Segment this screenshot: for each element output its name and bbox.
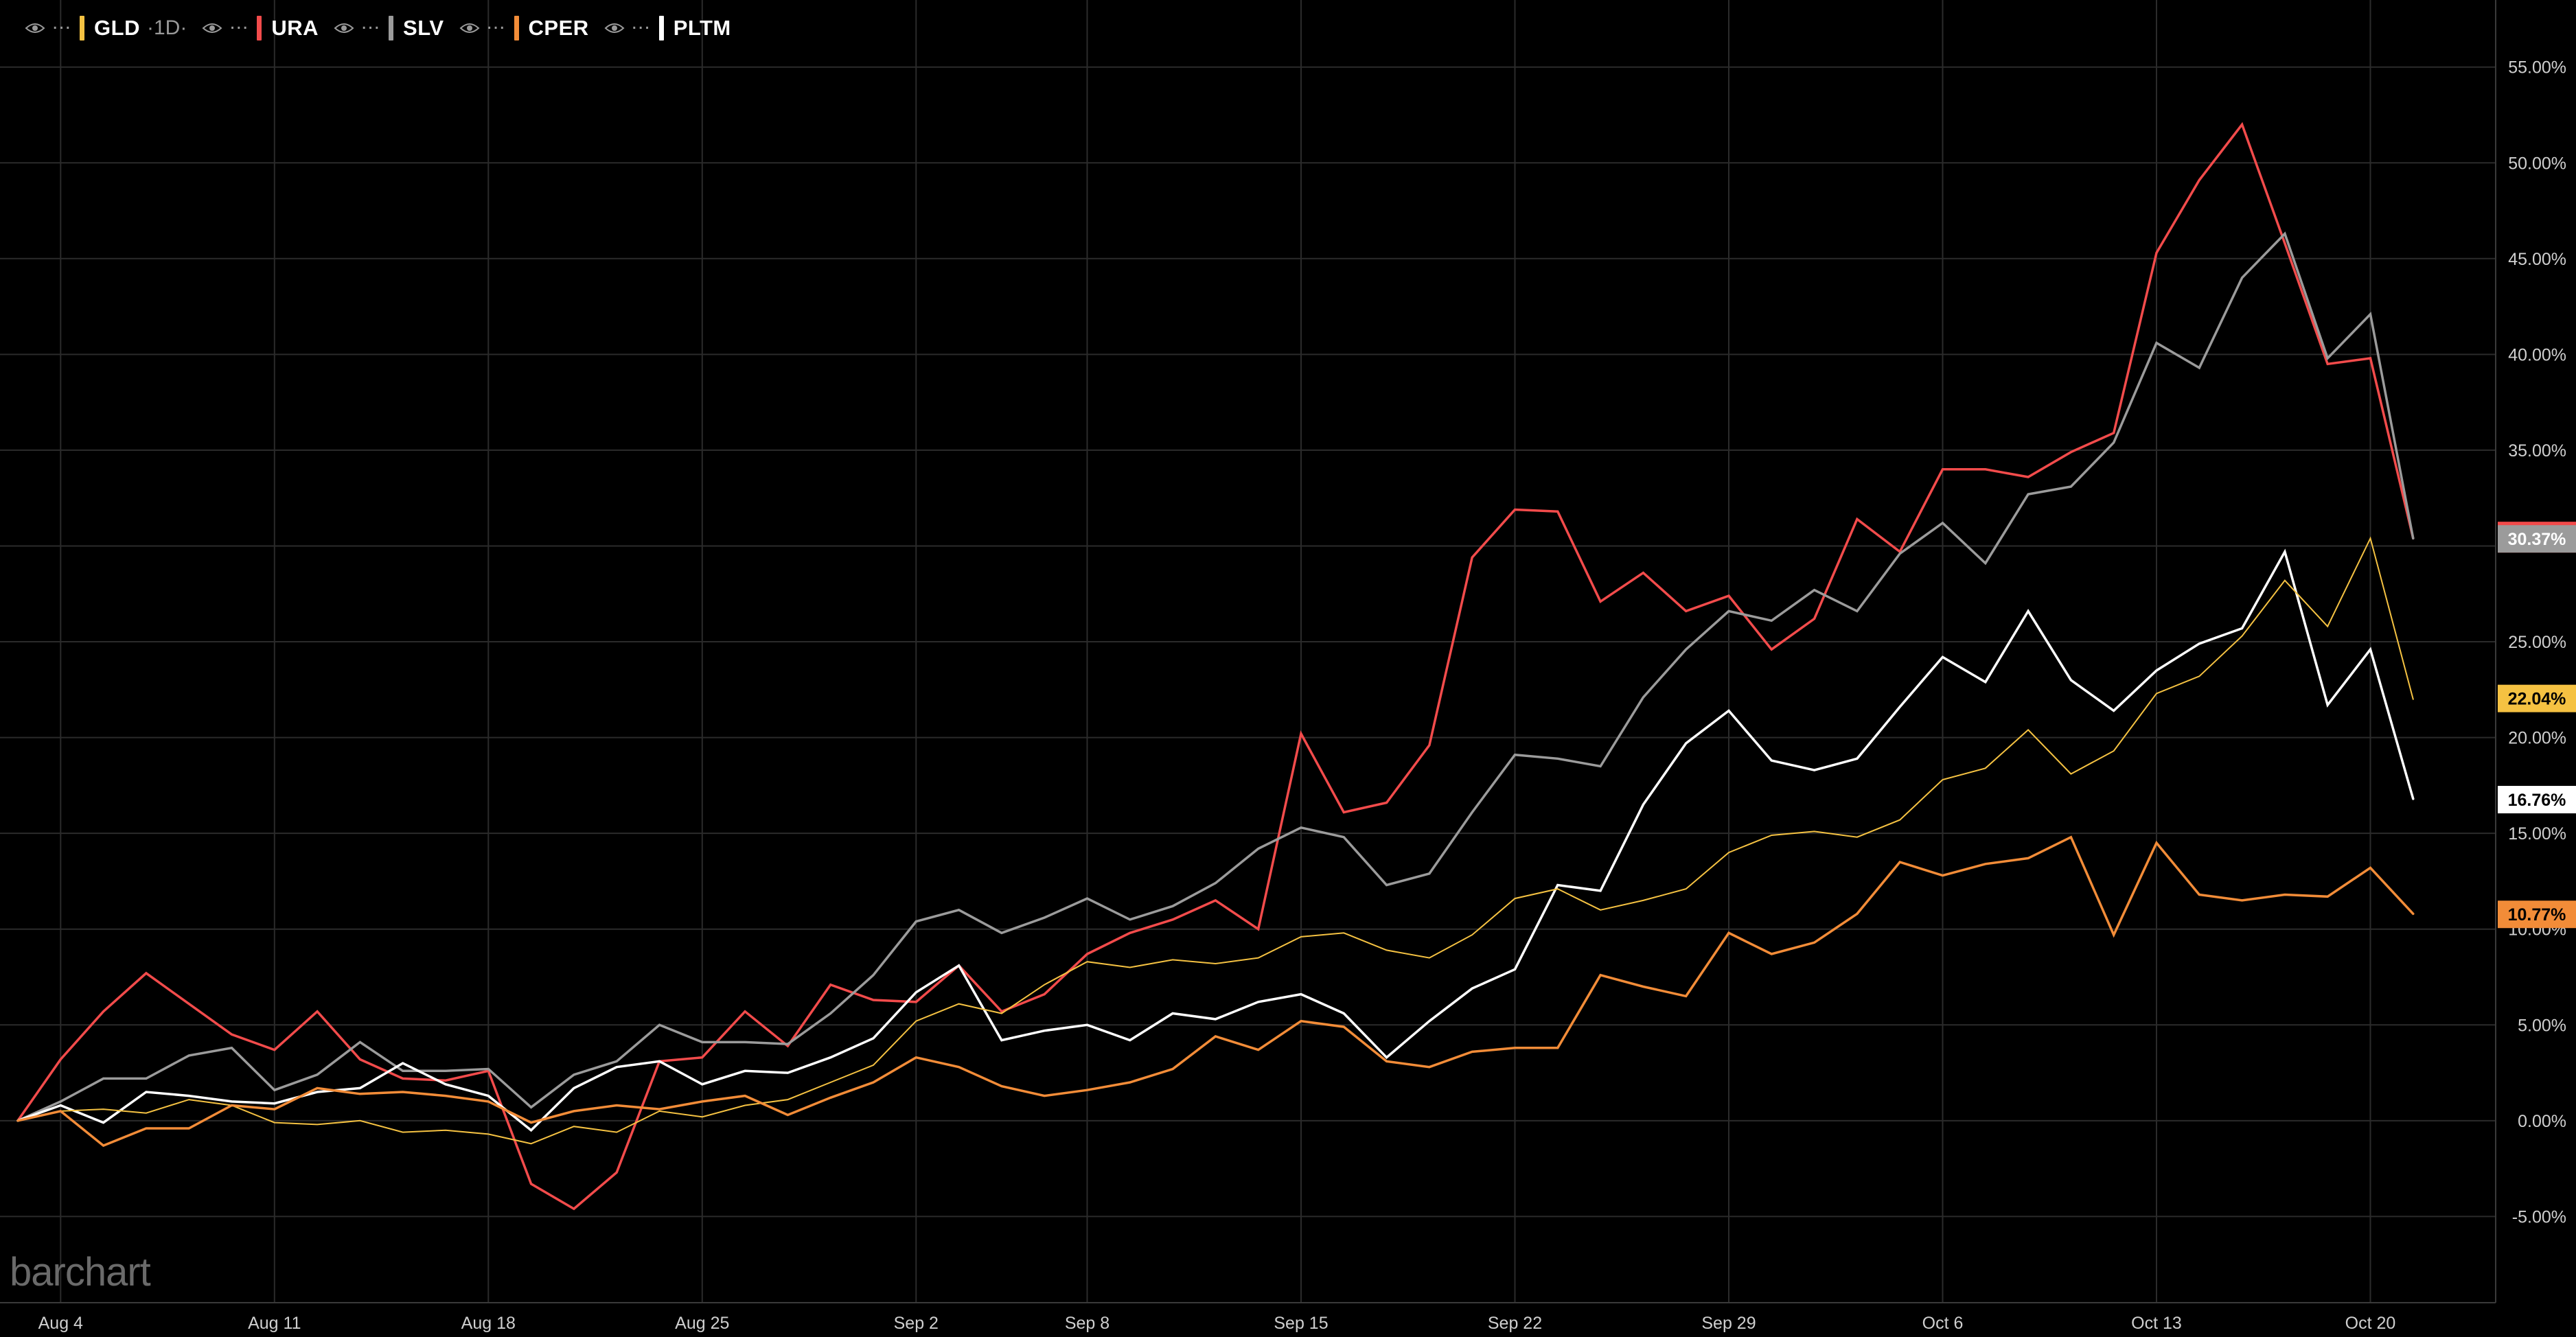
- more-options-icon[interactable]: ...: [486, 11, 506, 34]
- y-tick-label: -5.00%: [2512, 1207, 2566, 1226]
- label-text: 22.04%: [2508, 690, 2566, 709]
- x-tick-label: Sep 15: [1274, 1314, 1328, 1333]
- x-tick-label: Sep 8: [1065, 1314, 1109, 1333]
- eye-icon[interactable]: [604, 21, 625, 35]
- series-line-ura: [16, 121, 2415, 1211]
- x-tick-label: Sep 29: [1701, 1314, 1756, 1333]
- legend-symbol: CPER: [528, 16, 589, 40]
- label-box: [2498, 684, 2576, 712]
- legend-symbol: SLV: [403, 16, 444, 40]
- x-tick-label: Oct 20: [2345, 1314, 2396, 1333]
- label-text: 16.76%: [2508, 791, 2566, 810]
- last-value-label-pltm: 16.76%: [2498, 786, 2576, 814]
- y-tick-label: 25.00%: [2508, 633, 2566, 652]
- x-tick-label: Aug 18: [461, 1314, 516, 1333]
- series-line-cper: [16, 835, 2415, 1148]
- more-options-icon[interactable]: ...: [361, 11, 381, 34]
- legend-swatch: [514, 16, 519, 40]
- legend-swatch: [257, 16, 262, 40]
- legend-symbol: PLTM: [673, 16, 731, 40]
- x-tick-label: Sep 22: [1488, 1314, 1542, 1333]
- legend-symbol: GLD: [94, 16, 140, 40]
- legend-item-slv[interactable]: ... SLV: [334, 12, 444, 40]
- series-line-pltm: [16, 548, 2415, 1132]
- legend-item-gld[interactable]: ... GLD ·1D·: [25, 12, 187, 40]
- last-value-label-cper: 10.77%: [2498, 900, 2576, 929]
- legend-swatch: [389, 16, 394, 40]
- y-tick-label: 55.00%: [2508, 58, 2566, 78]
- y-tick-label: 5.00%: [2518, 1016, 2566, 1035]
- y-tick-label: 35.00%: [2508, 441, 2566, 461]
- eye-icon[interactable]: [334, 21, 354, 35]
- barchart-logo: barchart: [10, 1250, 151, 1294]
- chart-series: [16, 121, 2415, 1211]
- series-line-gld: [17, 536, 2414, 1145]
- more-options-icon[interactable]: ...: [52, 11, 72, 34]
- legend-bar: ... GLD ·1D· ... URA ... SLV ... CPER: [25, 10, 746, 47]
- more-options-icon[interactable]: ...: [229, 11, 249, 34]
- chart-grid: [0, 0, 2496, 1303]
- y-tick-label: 15.00%: [2508, 824, 2566, 844]
- more-options-icon[interactable]: ...: [631, 11, 651, 34]
- y-tick-label: 50.00%: [2508, 154, 2566, 173]
- legend-item-cper[interactable]: ... CPER: [459, 12, 589, 40]
- x-tick-label: Aug 4: [38, 1314, 83, 1333]
- legend-item-pltm[interactable]: ... PLTM: [604, 12, 731, 40]
- last-value-label-gld: 22.04%: [2498, 684, 2576, 712]
- label-box: [2498, 525, 2576, 553]
- eye-icon[interactable]: [459, 21, 480, 35]
- eye-icon[interactable]: [202, 21, 222, 35]
- x-tick-label: Oct 6: [1922, 1314, 1964, 1333]
- last-value-labels: 30.37% 22.04% 16.76% 10.77%: [2498, 522, 2576, 929]
- x-tick-label: Sep 2: [894, 1314, 939, 1333]
- x-tick-label: Aug 11: [248, 1314, 301, 1333]
- y-tick-label: 45.00%: [2508, 250, 2566, 269]
- x-tick-label: Oct 13: [2131, 1314, 2182, 1333]
- y-tick-label: 20.00%: [2508, 729, 2566, 748]
- x-tick-label: Aug 25: [675, 1314, 729, 1333]
- legend-swatch: [80, 16, 85, 40]
- last-value-label-slv: 30.37%: [2498, 522, 2576, 553]
- eye-icon[interactable]: [25, 21, 45, 35]
- legend-item-ura[interactable]: ... URA: [202, 12, 319, 40]
- legend-swatch: [658, 16, 664, 40]
- series-line-slv: [16, 231, 2415, 1122]
- label-box: [2498, 786, 2576, 814]
- y-tick-label: 40.00%: [2508, 345, 2566, 364]
- label-text: 10.77%: [2508, 905, 2566, 925]
- legend-symbol: URA: [271, 16, 319, 40]
- legend-interval: ·1D·: [146, 16, 187, 39]
- label-text: 30.37%: [2508, 530, 2566, 549]
- y-tick-label: 0.00%: [2518, 1112, 2566, 1131]
- label-box: [2498, 900, 2576, 929]
